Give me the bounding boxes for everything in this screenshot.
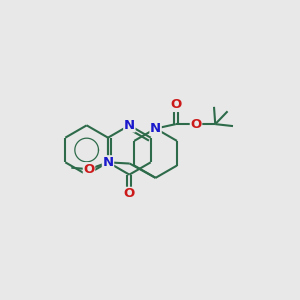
Text: N: N [102,156,114,169]
Text: O: O [124,188,135,200]
Text: N: N [124,119,135,132]
Text: O: O [83,163,94,176]
Text: O: O [190,118,202,130]
Text: N: N [150,122,161,135]
Text: O: O [170,98,182,111]
